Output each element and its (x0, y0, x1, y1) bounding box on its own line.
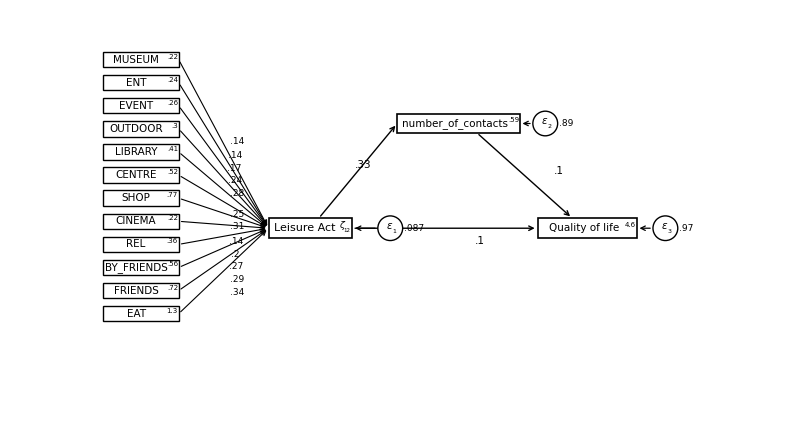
Text: .22: .22 (167, 54, 178, 60)
Text: .56: .56 (167, 262, 178, 268)
Text: .25: .25 (230, 210, 244, 219)
Text: .27: .27 (229, 262, 243, 271)
Text: .22: .22 (167, 215, 178, 221)
Bar (103, 75, 179, 90)
Text: .14: .14 (228, 150, 242, 160)
Text: .24: .24 (167, 77, 178, 83)
Text: .41: .41 (167, 146, 178, 152)
Text: ε: ε (542, 116, 548, 126)
Bar (103, 121, 179, 137)
Text: .1: .1 (553, 166, 563, 176)
Text: .3: .3 (171, 123, 178, 129)
Text: ε: ε (662, 221, 667, 231)
Text: .26: .26 (167, 100, 178, 106)
Text: CINEMA: CINEMA (116, 216, 156, 226)
Text: ε: ε (387, 221, 392, 231)
Text: .52: .52 (167, 169, 178, 175)
Bar (269, 218, 352, 238)
Text: .17: .17 (227, 164, 241, 173)
Circle shape (533, 111, 558, 136)
Text: .72: .72 (167, 285, 178, 291)
Circle shape (653, 216, 677, 241)
Text: ζ: ζ (339, 221, 344, 230)
Text: FRIENDS: FRIENDS (114, 285, 159, 296)
Text: .29: .29 (230, 274, 244, 284)
Text: .24: .24 (228, 176, 242, 185)
Bar (103, 237, 179, 252)
Text: MUSEUM: MUSEUM (113, 55, 159, 65)
Text: .34: .34 (230, 288, 245, 296)
Bar (103, 52, 179, 67)
Text: 2: 2 (547, 124, 551, 129)
Text: .89: .89 (559, 119, 574, 128)
Text: BY_FRIENDS: BY_FRIENDS (104, 262, 167, 273)
Text: .14: .14 (230, 138, 245, 147)
Text: number_of_contacts: number_of_contacts (402, 118, 508, 129)
Text: Quality of life: Quality of life (549, 223, 619, 233)
Bar (103, 144, 179, 160)
Bar (103, 260, 179, 275)
Text: Leisure Act: Leisure Act (274, 223, 336, 233)
Text: 12: 12 (344, 228, 351, 233)
Text: .31: .31 (230, 222, 244, 231)
Text: OUTDOOR: OUTDOOR (109, 124, 163, 134)
Text: CENTRE: CENTRE (116, 170, 157, 180)
Bar (103, 98, 179, 113)
Text: EAT: EAT (127, 309, 146, 319)
Text: LIBRARY: LIBRARY (115, 147, 157, 157)
Text: .97: .97 (679, 224, 693, 233)
Bar (103, 190, 179, 206)
Bar (103, 283, 179, 298)
Text: .1: .1 (474, 236, 485, 245)
Text: .59: .59 (508, 118, 519, 124)
Text: .087: .087 (404, 224, 424, 233)
Bar (103, 213, 179, 229)
Text: .36: .36 (167, 238, 178, 244)
Bar (103, 306, 179, 321)
Text: SHOP: SHOP (122, 193, 151, 203)
Text: 4.6: 4.6 (625, 222, 636, 228)
Text: .33: .33 (355, 160, 371, 170)
Text: 1: 1 (392, 229, 396, 234)
Text: .77: .77 (167, 192, 178, 198)
Text: .2: .2 (231, 250, 240, 259)
Text: .28: .28 (230, 189, 244, 198)
Text: 1.3: 1.3 (167, 308, 178, 314)
Bar (397, 114, 520, 133)
Text: 3: 3 (667, 229, 671, 234)
Bar (103, 167, 179, 183)
Circle shape (378, 216, 402, 241)
Text: .14: .14 (229, 237, 243, 246)
Text: REL: REL (127, 239, 146, 249)
Text: ENT: ENT (126, 78, 147, 88)
Bar (537, 218, 637, 238)
Text: EVENT: EVENT (119, 101, 153, 111)
